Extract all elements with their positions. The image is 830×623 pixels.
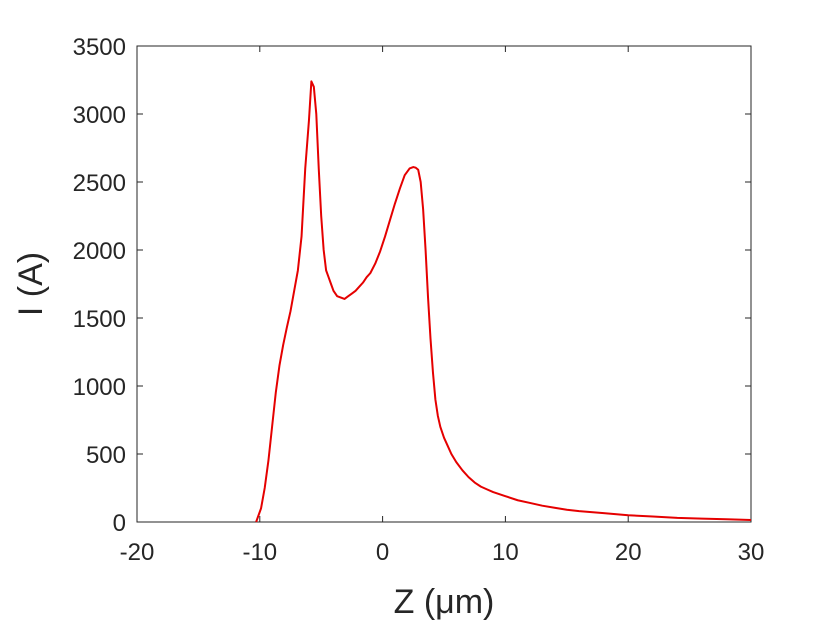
y-tick-label: 3000 <box>73 102 126 129</box>
y-tick-label: 1000 <box>73 374 126 401</box>
x-tick-label: 30 <box>738 539 765 566</box>
x-tick-label: 0 <box>376 539 389 566</box>
plot-area <box>136 45 752 523</box>
series-line <box>255 80 752 523</box>
y-tick-label: 2000 <box>73 238 126 265</box>
x-tick-label: 10 <box>492 539 519 566</box>
x-tick-label: 20 <box>615 539 642 566</box>
y-tick-label: 0 <box>113 510 126 537</box>
y-tick-label: 500 <box>86 442 126 469</box>
x-tick-label: -20 <box>120 539 155 566</box>
x-axis-ticks: -20 -10 0 10 20 30 <box>120 46 765 566</box>
y-axis-ticks: 0 500 1000 1500 2000 2500 3000 3500 <box>73 34 751 537</box>
x-axis-label: Z (μm) <box>394 583 495 621</box>
y-tick-label: 1500 <box>73 306 126 333</box>
y-tick-label: 2500 <box>73 170 126 197</box>
x-tick-label: -10 <box>242 539 277 566</box>
y-tick-label: 3500 <box>73 34 126 61</box>
y-axis-label: I (A) <box>12 252 50 316</box>
